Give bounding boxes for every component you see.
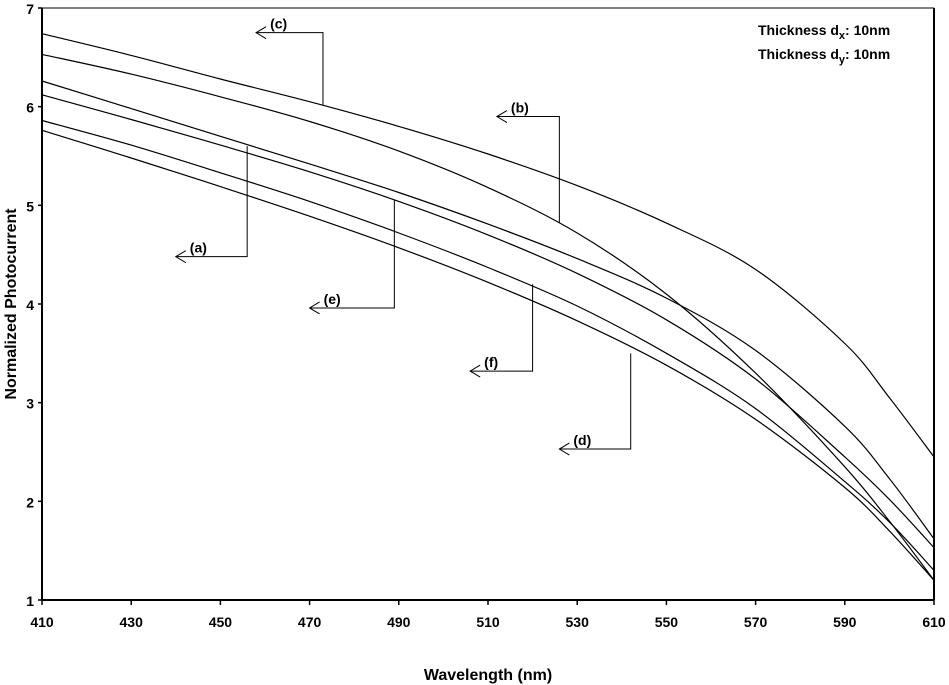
annotation-arrowhead-d — [558, 442, 570, 456]
x-tick-label: 490 — [387, 614, 411, 630]
annotation-label-c: (c) — [270, 16, 287, 32]
y-tick-label: 2 — [26, 494, 34, 510]
series-line-b — [41, 53, 935, 581]
y-tick-label: 5 — [26, 198, 34, 214]
legend: Thickness dx: 10nm Thickness dy: 10nm — [758, 22, 890, 66]
series-lines — [41, 33, 935, 581]
annotation-label-a: (a) — [190, 240, 207, 256]
annotations: (c) (b) (a) (e) (f) (d) — [174, 16, 632, 456]
x-tick-label: 570 — [744, 614, 768, 630]
annotation-connector-b — [496, 116, 560, 224]
y-tick-label: 3 — [26, 396, 34, 412]
series-line-d — [41, 129, 935, 581]
y-tick-label: 4 — [26, 297, 34, 313]
x-tick-label: 510 — [476, 614, 500, 630]
annotation-label-b: (b) — [511, 100, 529, 116]
annotation-label-f: (f) — [484, 354, 498, 370]
annotation-label-d: (d) — [573, 432, 591, 448]
series-line-e — [41, 94, 935, 549]
annotation-label-e: (e) — [324, 291, 341, 307]
x-tick-label: 550 — [655, 614, 679, 630]
x-tick-label: 530 — [566, 614, 590, 630]
y-tick-label: 6 — [26, 100, 34, 116]
series-line-a — [41, 80, 935, 540]
annotation-arrowhead-b — [495, 110, 508, 123]
series-line-c — [41, 33, 935, 458]
legend-line-1: Thickness dx: 10nm — [758, 22, 890, 42]
annotation-arrowhead-a — [174, 250, 187, 264]
y-tick-label: 1 — [26, 593, 34, 609]
x-tick-label: 430 — [120, 614, 144, 630]
x-tick-label: 470 — [298, 614, 322, 630]
annotation-connector-f — [470, 284, 534, 372]
annotation-arrowhead-c — [255, 26, 267, 40]
annotation-arrowhead-e — [308, 301, 320, 315]
axes: 410 430 450 470 490 510 530 550 570 590 610 1 2 3 4 5 6 7 — [26, 1, 946, 630]
annotation-arrowhead-f — [469, 364, 481, 378]
y-axis-title: Normalized Photocurrent — [3, 208, 20, 400]
annotation-connector-e — [309, 200, 395, 309]
legend-line-2: Thickness dy: 10nm — [758, 46, 890, 66]
x-axis-title: Wavelength (nm) — [424, 667, 552, 684]
annotation-connector-a — [175, 146, 248, 258]
x-tick-label: 410 — [30, 614, 54, 630]
y-tick-label: 7 — [26, 1, 34, 17]
x-tick-label: 450 — [209, 614, 233, 630]
x-tick-label: 590 — [833, 614, 857, 630]
x-tick-label: 610 — [922, 614, 946, 630]
annotation-connector-c — [256, 32, 324, 105]
annotation-connector-d — [559, 353, 632, 450]
